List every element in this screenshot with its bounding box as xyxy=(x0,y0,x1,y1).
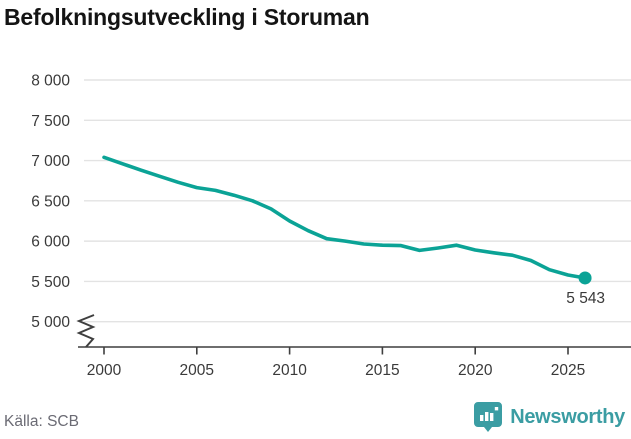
newsworthy-brand[interactable]: Newsworthy xyxy=(473,401,625,433)
end-value-label: 5 543 xyxy=(566,290,605,307)
y-tick-label: 8 000 xyxy=(31,73,70,90)
y-tick-label: 6 500 xyxy=(31,193,70,210)
y-tick-label: 6 000 xyxy=(31,234,70,251)
y-tick-label: 5 500 xyxy=(31,274,70,291)
newsworthy-wordmark: Newsworthy xyxy=(510,405,625,428)
axis-break-icon xyxy=(76,314,96,348)
x-tick-label: 2025 xyxy=(551,362,585,379)
y-tick-label: 7 000 xyxy=(31,153,70,170)
x-tick-label: 2010 xyxy=(272,362,307,379)
y-tick-label: 5 000 xyxy=(31,314,70,331)
source-label: Källa: SCB xyxy=(4,413,79,430)
footer: Källa: SCB Newsworthy xyxy=(0,395,631,439)
population-line xyxy=(102,155,587,280)
y-tick-label: 7 500 xyxy=(31,113,70,130)
newsworthy-bubble-chart-icon xyxy=(473,401,503,433)
x-tick-label: 2005 xyxy=(180,362,214,379)
x-tick-label: 2020 xyxy=(458,362,493,379)
x-tick-label: 2000 xyxy=(87,362,122,379)
chart-title: Befolkningsutveckling i Storuman xyxy=(4,4,370,30)
population-line-chart: 5 000 5 500 6 000 6 500 7 000 7 500 8 000 2000 2… xyxy=(31,73,631,379)
x-tick-label: 2015 xyxy=(365,362,399,379)
end-point-dot xyxy=(578,271,592,285)
